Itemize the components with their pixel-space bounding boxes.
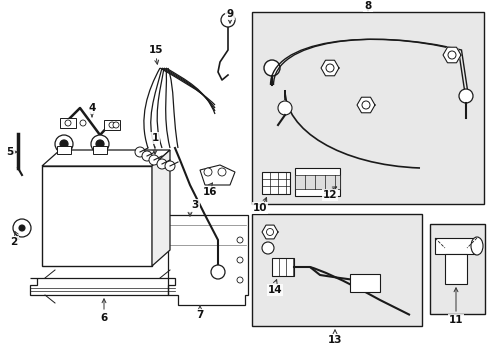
- Circle shape: [91, 135, 109, 153]
- Circle shape: [80, 120, 86, 126]
- Circle shape: [266, 229, 273, 235]
- Circle shape: [221, 13, 235, 27]
- Polygon shape: [152, 150, 170, 266]
- Bar: [42, 166, 152, 266]
- Text: 8: 8: [364, 1, 371, 11]
- Circle shape: [262, 242, 273, 254]
- Bar: [294, 175, 339, 189]
- Circle shape: [157, 159, 167, 169]
- Polygon shape: [320, 60, 338, 76]
- Bar: [93, 146, 107, 154]
- Circle shape: [203, 168, 212, 176]
- Circle shape: [278, 101, 291, 115]
- Bar: [434, 238, 476, 254]
- Circle shape: [135, 147, 145, 157]
- Polygon shape: [168, 215, 247, 305]
- Circle shape: [55, 135, 73, 153]
- Text: 7: 7: [196, 310, 203, 320]
- Bar: [349, 274, 379, 292]
- Polygon shape: [356, 97, 374, 113]
- Circle shape: [237, 277, 243, 283]
- Text: 13: 13: [327, 335, 342, 345]
- Bar: [251, 214, 421, 326]
- Circle shape: [149, 155, 159, 165]
- Text: 5: 5: [6, 147, 14, 157]
- Circle shape: [19, 225, 25, 231]
- Circle shape: [458, 89, 472, 103]
- Text: 9: 9: [226, 9, 233, 19]
- Circle shape: [210, 265, 224, 279]
- Text: 16: 16: [203, 187, 217, 197]
- Bar: [444, 254, 466, 284]
- Bar: [60, 118, 76, 128]
- Polygon shape: [42, 150, 170, 166]
- Bar: [429, 224, 484, 314]
- Bar: [251, 12, 483, 204]
- Polygon shape: [262, 225, 278, 239]
- Text: 6: 6: [100, 313, 107, 323]
- Text: 14: 14: [267, 285, 282, 295]
- Circle shape: [325, 64, 333, 72]
- Bar: [57, 146, 71, 154]
- Circle shape: [109, 122, 115, 128]
- Text: 1: 1: [151, 133, 158, 143]
- Circle shape: [60, 140, 68, 148]
- Bar: [262, 172, 289, 194]
- Circle shape: [113, 122, 119, 128]
- Text: 12: 12: [322, 190, 337, 200]
- Polygon shape: [442, 47, 460, 63]
- Text: 2: 2: [10, 237, 18, 247]
- Circle shape: [218, 168, 225, 176]
- Circle shape: [361, 101, 369, 109]
- Text: 4: 4: [88, 103, 96, 113]
- Circle shape: [142, 151, 152, 161]
- Circle shape: [13, 219, 31, 237]
- Circle shape: [237, 237, 243, 243]
- Circle shape: [264, 60, 280, 76]
- Polygon shape: [200, 165, 235, 185]
- Circle shape: [237, 257, 243, 263]
- Circle shape: [65, 120, 71, 126]
- Ellipse shape: [470, 237, 482, 255]
- Text: 10: 10: [252, 203, 267, 213]
- Circle shape: [164, 161, 175, 171]
- Circle shape: [447, 51, 455, 59]
- Text: 11: 11: [448, 315, 462, 325]
- Bar: [104, 120, 120, 130]
- Bar: [294, 168, 339, 196]
- Text: 15: 15: [148, 45, 163, 55]
- Text: 3: 3: [191, 200, 198, 210]
- Circle shape: [96, 140, 104, 148]
- Bar: [271, 258, 293, 276]
